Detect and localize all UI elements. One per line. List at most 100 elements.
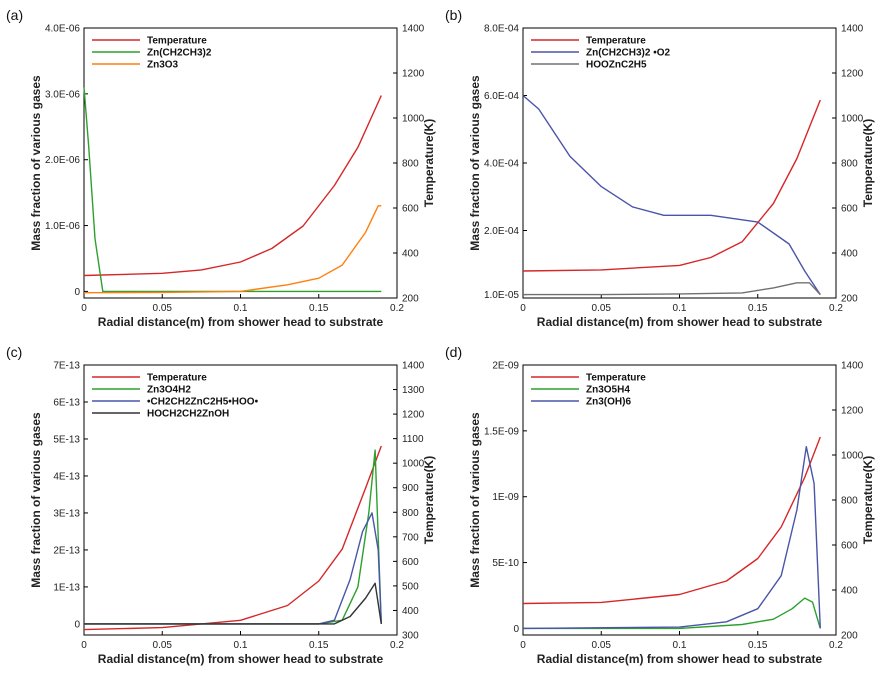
y2-tick-label: 1000 — [841, 114, 864, 125]
x-axis-label: Radial distance(m) from shower head to s… — [98, 652, 384, 666]
y2-tick-label: 1400 — [841, 24, 864, 35]
x-axis-label: Radial distance(m) from shower head to s… — [537, 652, 823, 666]
y-tick-label: 5E-13 — [53, 434, 80, 445]
y2-tick-label: 400 — [402, 606, 419, 617]
y-tick-label: 2E-09 — [492, 361, 519, 372]
y2-tick-label: 1300 — [402, 385, 425, 396]
legend-label: Temperature — [147, 373, 207, 384]
y-tick-label: 0 — [74, 619, 80, 630]
series-line-0 — [522, 436, 821, 605]
x-tick-label: 0.05 — [592, 303, 612, 314]
y2-tick-label: 800 — [402, 159, 419, 170]
y2-tick-label: 1000 — [402, 459, 425, 470]
y-tick-label: 0 — [513, 624, 519, 635]
y-tick-label: 3.0E-06 — [45, 89, 80, 100]
series-line-1 — [523, 597, 821, 630]
y2-axis-label: Temperature(K) — [861, 119, 875, 207]
legend-label: Zn3(OH)6 — [586, 397, 631, 408]
plot-frame — [83, 27, 398, 299]
legend-label: Temperature — [586, 373, 646, 384]
y2-tick-label: 500 — [402, 581, 419, 592]
series-line-2 — [522, 445, 821, 630]
y2-tick-label: 1200 — [841, 69, 864, 80]
panel-d: (d) 0 0.05 0.1 0.15 0.2 0 5E-10 1E-09 1.5E-09 2E-0… — [439, 337, 877, 674]
y2-tick-label: 900 — [402, 483, 419, 494]
legend-label: HOOZnC2H5 — [586, 60, 647, 71]
x-tick-label: 0.05 — [153, 640, 173, 651]
y2-tick-label: 800 — [402, 508, 419, 519]
y-tick-label: 3E-13 — [53, 508, 80, 519]
series-line-2 — [523, 282, 821, 296]
x-tick-label: 0.15 — [309, 303, 329, 314]
panel-c: (c) 0 0.05 0.1 0.15 0.2 0 1E-13 2E-13 3E-13 4E-13 5… — [0, 337, 438, 674]
y2-tick-label: 1400 — [841, 361, 864, 372]
x-tick-label: 0.1 — [234, 303, 248, 314]
series-line-1 — [83, 87, 382, 293]
x-tick-label: 0.15 — [748, 640, 768, 651]
series-line-1 — [522, 94, 821, 295]
legend-label: HOCH2CH2ZnOH — [147, 409, 229, 420]
legend-label: Zn3O5H4 — [586, 385, 630, 396]
x-tick-label: 0.05 — [592, 640, 612, 651]
y2-tick-label: 1200 — [402, 410, 425, 421]
y-tick-label: 0 — [74, 287, 80, 298]
panel-a: (a) 0 0.05 0.1 0.15 0.2 0 1.0E-06 2.0E-06 3.0E-06… — [0, 0, 438, 337]
y2-tick-label: 1100 — [402, 434, 424, 445]
y-tick-label: 1.0E-05 — [484, 290, 519, 301]
y2-tick-label: 200 — [841, 294, 858, 305]
y2-tick-label: 800 — [841, 159, 858, 170]
y-tick-label: 2.0E-04 — [484, 226, 519, 237]
y2-tick-label: 200 — [402, 294, 419, 305]
series-line-3 — [84, 582, 382, 625]
y-tick-label: 2E-13 — [53, 545, 80, 556]
y2-tick-label: 400 — [402, 249, 419, 260]
y-tick-label: 8.0E-04 — [484, 24, 519, 35]
y2-tick-label: 700 — [402, 532, 419, 543]
chart-svg-d: (d) 0 0.05 0.1 0.15 0.2 0 5E-10 1E-09 1.5E-09 2E-0… — [445, 344, 875, 666]
y2-tick-label: 400 — [841, 249, 858, 260]
panel-label: (c) — [6, 344, 22, 360]
y-tick-label: 4E-13 — [53, 471, 80, 482]
y2-tick-label: 1400 — [402, 361, 425, 372]
y-tick-label: 5E-10 — [492, 558, 519, 569]
y2-tick-label: 600 — [402, 204, 419, 215]
y2-axis-label: Temperature(K) — [422, 456, 436, 544]
y2-tick-label: 1400 — [402, 24, 425, 35]
legend-label: Zn3O4H2 — [147, 385, 191, 396]
series-line-1 — [84, 449, 382, 625]
y2-tick-label: 400 — [841, 586, 858, 597]
legend-label: Zn3O3 — [147, 60, 179, 71]
y-axis-label: Mass fraction of various gases — [29, 75, 43, 251]
legend-label: Zn(CH2CH3)2 •O2 — [586, 48, 671, 59]
x-tick-label: 0 — [520, 303, 526, 314]
y2-tick-label: 600 — [841, 204, 858, 215]
series-line-2 — [84, 512, 382, 625]
y2-axis-label: Temperature(K) — [861, 456, 875, 544]
y2-tick-label: 600 — [402, 557, 419, 568]
y-tick-label: 4.0E-06 — [45, 24, 80, 35]
series-line-0 — [83, 445, 382, 631]
y-tick-label: 1.0E-06 — [45, 221, 80, 232]
x-tick-label: 0.1 — [673, 640, 687, 651]
y2-tick-label: 800 — [841, 496, 858, 507]
legend-label: •CH2CH2ZnC2H5•HOO• — [147, 397, 259, 408]
x-tick-label: 0.1 — [234, 640, 248, 651]
y-tick-label: 1E-09 — [492, 492, 519, 503]
y2-tick-label: 1200 — [841, 406, 864, 417]
panel-label: (d) — [445, 344, 462, 360]
y-axis-label: Mass fraction of various gases — [29, 412, 43, 588]
legend-label: Temperature — [586, 36, 646, 47]
y2-tick-label: 1200 — [402, 69, 425, 80]
chart-svg-b: (b) 0 0.05 0.1 0.15 0.2 1.0E-05 2.0E-04 4.0E-04 6… — [445, 7, 875, 329]
x-tick-label: 0.05 — [153, 303, 173, 314]
y-tick-label: 4.0E-04 — [484, 159, 519, 170]
chart-svg-c: (c) 0 0.05 0.1 0.15 0.2 0 1E-13 2E-13 3E-13 4E-13 5… — [6, 344, 436, 666]
legend-label: Zn(CH2CH3)2 — [147, 48, 212, 59]
y-tick-label: 1E-13 — [53, 582, 80, 593]
y-tick-label: 2.0E-06 — [45, 155, 80, 166]
x-tick-label: 0.1 — [673, 303, 687, 314]
series-line-0 — [522, 99, 821, 272]
y2-tick-label: 200 — [841, 631, 858, 642]
x-tick-label: 0 — [81, 303, 87, 314]
series-line-2 — [83, 205, 382, 294]
